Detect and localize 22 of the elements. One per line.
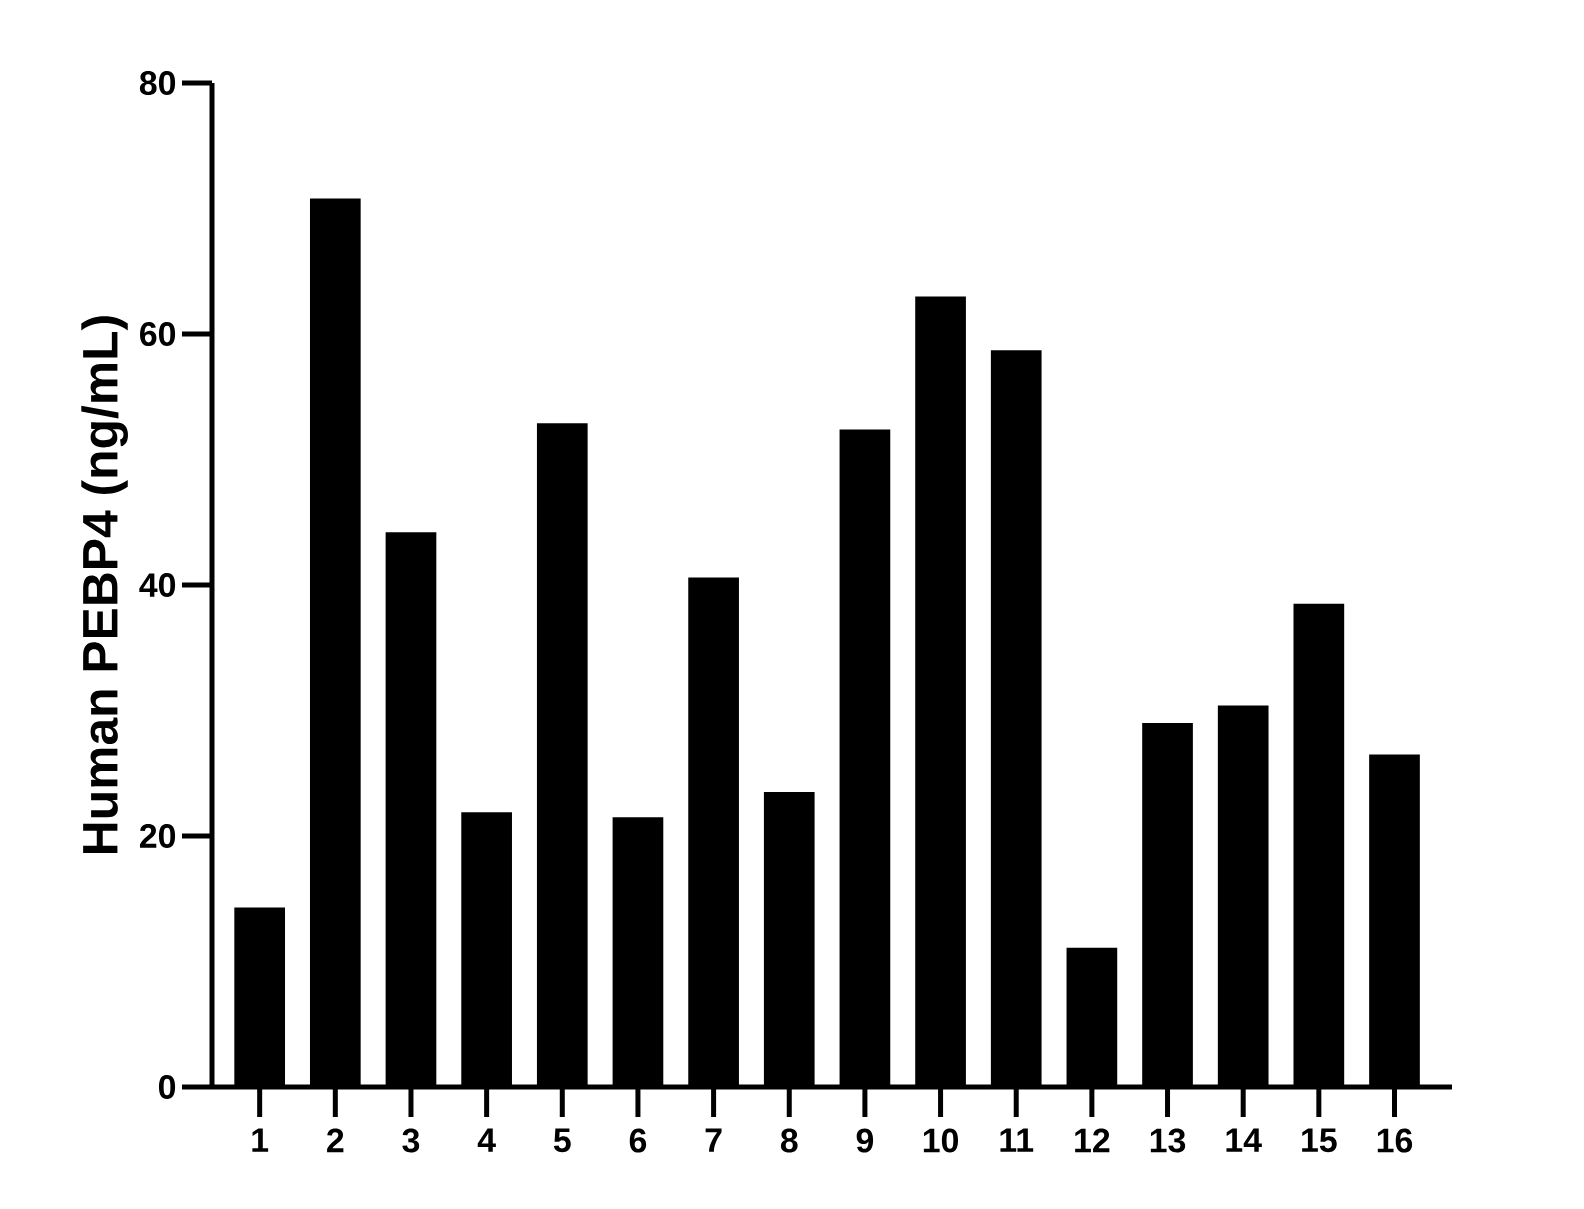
y-tick-label: 20 bbox=[139, 824, 176, 848]
y-tick-label: 0 bbox=[158, 1075, 176, 1099]
y-tick-label: 80 bbox=[139, 71, 176, 96]
x-tick-label: 4 bbox=[477, 1128, 496, 1152]
x-tick-label: 5 bbox=[553, 1128, 571, 1153]
x-tick-label: 8 bbox=[780, 1128, 798, 1153]
y-tick-label: 60 bbox=[140, 322, 176, 347]
x-tick-label: 9 bbox=[856, 1128, 874, 1153]
x-tick-label: 7 bbox=[705, 1128, 722, 1152]
x-tick-label: 16 bbox=[1377, 1128, 1413, 1153]
x-tick-label: 12 bbox=[1075, 1128, 1110, 1153]
x-tick-label: 1 bbox=[252, 1128, 269, 1152]
y-axis-title: Human PEBP4 (ng/mL) bbox=[81, 316, 128, 853]
x-tick-label: 13 bbox=[1150, 1128, 1186, 1153]
x-tick-label: 6 bbox=[629, 1128, 647, 1153]
y-tick-label: 40 bbox=[139, 573, 176, 598]
x-tick-label: 14 bbox=[1226, 1128, 1262, 1152]
x-tick-label: 11 bbox=[1000, 1128, 1034, 1152]
x-tick-label: 15 bbox=[1302, 1128, 1337, 1153]
x-tick-label: 2 bbox=[327, 1128, 344, 1153]
x-tick-label: 10 bbox=[923, 1128, 959, 1153]
x-tick-label: 3 bbox=[402, 1128, 420, 1153]
